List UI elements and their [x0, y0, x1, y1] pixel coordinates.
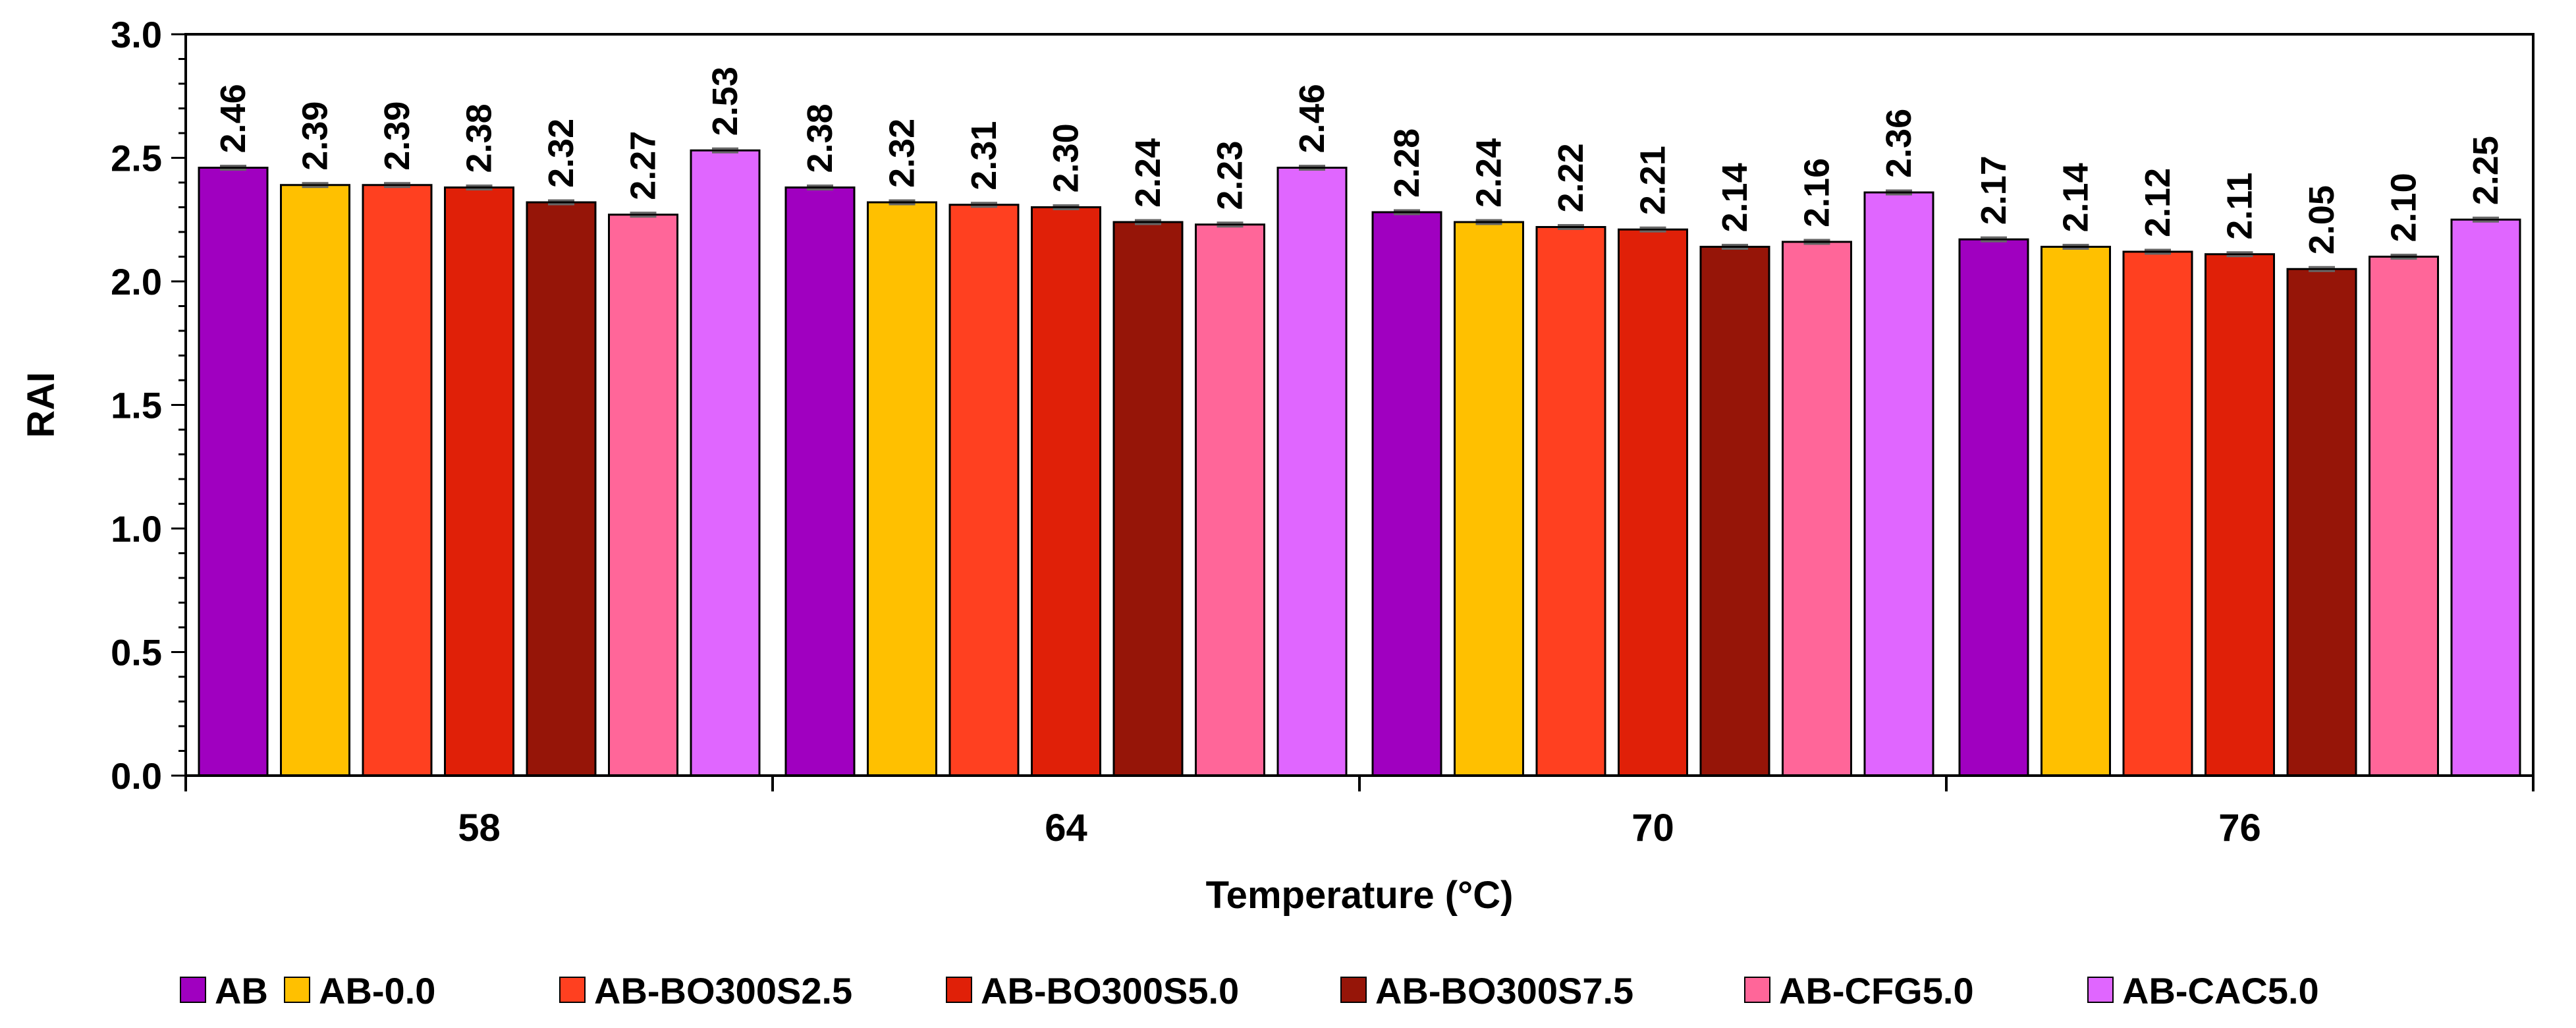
bar	[1618, 228, 1688, 777]
data-label: 2.46	[1292, 84, 1332, 153]
bar	[1699, 246, 1770, 777]
legend-label: AB-BO300S7.5	[1375, 970, 1633, 1012]
data-label: 2.22	[1551, 143, 1591, 212]
data-label: 2.05	[2302, 185, 2342, 254]
bar	[1371, 211, 1442, 777]
data-label: 2.25	[2466, 136, 2506, 205]
data-label: 2.21	[1633, 146, 1673, 215]
y-tick-label: 0.0	[111, 755, 162, 797]
data-label: 2.24	[1128, 138, 1168, 208]
x-axis-title: Temperature (°C)	[1206, 874, 1514, 917]
x-axis-ticks	[184, 776, 2535, 791]
legend-label: AB-CAC5.0	[2122, 970, 2319, 1012]
y-axis-title: RAI	[20, 372, 63, 438]
legend-label: AB	[215, 970, 268, 1012]
bars-group	[198, 149, 2521, 777]
category-label: 64	[1045, 807, 1087, 849]
bar	[444, 186, 514, 777]
y-tick-label: 2.5	[111, 138, 162, 179]
bar	[1863, 191, 1934, 777]
legend-label: AB-BO300S5.0	[981, 970, 1239, 1012]
bar	[280, 184, 350, 777]
data-label: 2.11	[2220, 173, 2260, 240]
data-label: 2.53	[705, 67, 745, 136]
data-labels-group: 2.46 2.39 2.39 2.38 2.32 2.27 2.53 2.38 2.32 2.31…	[213, 67, 2506, 254]
data-label: 2.36	[1879, 109, 1919, 178]
data-label: 2.14	[2056, 163, 2096, 232]
data-label: 2.27	[624, 131, 663, 200]
data-label: 2.16	[1797, 158, 1837, 227]
bar	[1276, 167, 1348, 777]
bar	[526, 201, 597, 777]
bar	[1195, 223, 1265, 777]
y-tick-label: 2.0	[111, 261, 162, 302]
data-label: 2.32	[883, 119, 922, 188]
bar	[1031, 206, 1101, 777]
data-label: 2.10	[2384, 173, 2424, 242]
bar	[1535, 226, 1606, 777]
y-tick-label: 1.5	[111, 385, 162, 426]
legend-swatch	[180, 977, 206, 1003]
y-tick-label: 3.0	[111, 14, 162, 55]
data-label: 2.39	[377, 101, 417, 171]
data-label: 2.23	[1211, 141, 1250, 210]
legend-swatch	[284, 977, 310, 1003]
y-axis-ticks: 0.0 0.5 1.0 1.5 2.0 2.5 3.0	[111, 14, 186, 797]
data-label: 2.17	[1974, 156, 2014, 225]
legend: AB AB-0.0 AB-BO300S2.5 AB-BO300S5.0 AB-BO300…	[180, 970, 2319, 1012]
bar	[198, 167, 269, 777]
bar	[2205, 253, 2275, 777]
bar	[1454, 221, 1524, 777]
error-bars-group	[220, 147, 2499, 272]
category-labels-group: 58 64 70 76	[458, 807, 2261, 849]
bar	[2286, 268, 2357, 777]
data-label: 2.28	[1387, 128, 1427, 198]
legend-swatch	[2087, 977, 2114, 1003]
bar	[2041, 246, 2111, 777]
data-label: 2.31	[964, 121, 1004, 190]
data-label: 2.39	[296, 101, 335, 171]
data-label: 2.38	[800, 103, 840, 173]
legend-label: AB-BO300S2.5	[594, 970, 852, 1012]
bar	[867, 201, 937, 777]
category-label: 58	[458, 807, 501, 849]
bar	[2369, 256, 2439, 777]
legend-swatch	[1744, 977, 1770, 1003]
bar	[1112, 221, 1184, 777]
y-tick-label: 1.0	[111, 508, 162, 550]
bar	[1958, 238, 2029, 777]
category-label: 76	[2218, 807, 2261, 849]
legend-swatch	[946, 977, 972, 1003]
category-label: 70	[1631, 807, 1674, 849]
y-tick-label: 0.5	[111, 632, 162, 673]
legend-label: AB-0.0	[319, 970, 435, 1012]
data-label: 2.32	[541, 119, 581, 188]
legend-swatch	[1340, 977, 1367, 1003]
data-label: 2.46	[213, 84, 253, 153]
bar	[1782, 241, 1852, 777]
legend-swatch	[559, 977, 586, 1003]
data-label: 2.38	[460, 103, 499, 173]
bar	[2122, 250, 2193, 777]
bar	[2450, 218, 2521, 777]
bar	[784, 186, 856, 777]
bar	[608, 214, 678, 777]
bar	[362, 184, 433, 777]
bar	[690, 149, 761, 777]
legend-label: AB-CFG5.0	[1779, 970, 1974, 1012]
data-label: 2.12	[2138, 168, 2178, 237]
bar	[948, 204, 1020, 777]
data-label: 2.30	[1047, 123, 1086, 192]
data-label: 2.14	[1715, 163, 1755, 232]
data-label: 2.24	[1469, 138, 1509, 208]
